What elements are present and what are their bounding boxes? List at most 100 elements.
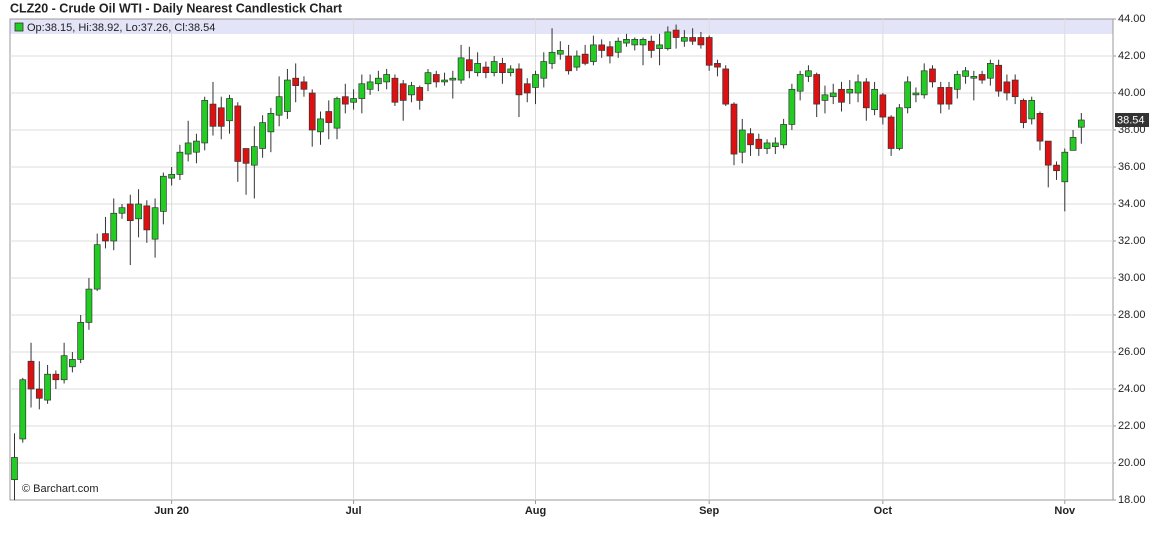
x-tick-label: Aug xyxy=(525,505,546,517)
candle-body xyxy=(606,46,614,57)
candle-body xyxy=(126,203,134,221)
candle-body xyxy=(697,37,705,46)
candle-body xyxy=(548,51,556,64)
x-tick-label: Jul xyxy=(346,505,362,517)
candle-body xyxy=(846,88,854,94)
candle-body xyxy=(590,44,597,62)
candle-body xyxy=(970,75,978,79)
candle-body xyxy=(77,322,85,360)
candle-body xyxy=(375,77,382,85)
candle-body xyxy=(383,74,390,83)
candle-body xyxy=(432,74,440,83)
candle-body xyxy=(623,38,630,44)
candle-body xyxy=(267,112,275,133)
candle-body xyxy=(184,142,192,155)
y-tick-label: 34.00 xyxy=(1118,198,1146,210)
candle-body xyxy=(763,142,771,149)
candle-body xyxy=(929,68,936,83)
candle-body xyxy=(201,100,209,144)
y-tick-label: 36.00 xyxy=(1118,161,1146,173)
candle-body xyxy=(937,87,945,105)
candle-body xyxy=(358,83,366,99)
candle-body xyxy=(366,81,374,90)
candle-body xyxy=(714,63,721,68)
candle-body xyxy=(788,88,796,125)
last-price-box xyxy=(1115,113,1149,128)
candle-body xyxy=(556,50,564,55)
candle-body xyxy=(639,38,647,46)
legend-band xyxy=(10,19,1113,34)
candle-body xyxy=(771,142,779,147)
candle-body xyxy=(11,457,18,481)
candle-body xyxy=(1028,100,1036,120)
candle-body xyxy=(466,59,473,72)
candle-body xyxy=(730,103,738,155)
candle-body xyxy=(424,72,432,85)
candle-body xyxy=(507,68,515,73)
y-tick-label: 24.00 xyxy=(1118,383,1146,395)
x-tick-label: Jun 20 xyxy=(154,505,189,517)
candle-body xyxy=(962,70,969,77)
candle-body xyxy=(118,207,126,214)
candle-body xyxy=(705,37,713,66)
candle-body xyxy=(482,66,490,73)
candle-body xyxy=(490,61,498,73)
candle-body xyxy=(738,129,746,153)
candle-body xyxy=(681,37,688,42)
candle-body xyxy=(647,40,655,51)
candle-body xyxy=(664,31,672,49)
candle-body xyxy=(904,81,912,109)
candle-body xyxy=(805,70,812,77)
y-tick-label: 32.00 xyxy=(1118,235,1146,247)
candle-body xyxy=(995,64,1002,92)
candle-body xyxy=(341,96,349,105)
last-price-label: 38.54 xyxy=(1117,114,1145,126)
x-tick-label: Nov xyxy=(1054,505,1076,517)
candle-body xyxy=(780,124,787,146)
candle-body xyxy=(441,79,448,83)
candle-body xyxy=(325,111,333,123)
y-tick-label: 18.00 xyxy=(1118,494,1146,506)
candle-body xyxy=(168,174,175,179)
candle-body xyxy=(449,77,457,81)
candle-body xyxy=(1020,100,1027,123)
candle-body xyxy=(672,29,680,38)
watermark: © Barchart.com xyxy=(22,483,99,495)
candle-body xyxy=(60,355,68,381)
candle-body xyxy=(879,94,887,118)
candle-body xyxy=(1061,151,1069,183)
candle-body xyxy=(565,55,572,72)
candle-body xyxy=(27,360,35,390)
y-tick-label: 22.00 xyxy=(1118,420,1146,432)
legend-text: Op:38.15, Hi:38.92, Lo:37.26, Cl:38.54 xyxy=(27,22,215,34)
candle-body xyxy=(813,74,821,105)
candle-body xyxy=(829,92,837,98)
y-tick-label: 44.00 xyxy=(1118,13,1146,25)
candle-body xyxy=(1044,140,1052,166)
candle-body xyxy=(110,212,118,242)
candle-body xyxy=(747,133,754,146)
candle-body xyxy=(1036,112,1044,142)
candle-body xyxy=(920,70,928,96)
candle-body xyxy=(408,85,415,96)
candle-body xyxy=(614,40,622,53)
candle-body xyxy=(102,233,109,242)
candle-body xyxy=(722,68,730,105)
candle-body xyxy=(887,116,895,149)
candle-body xyxy=(300,81,308,90)
candle-body xyxy=(284,79,291,112)
candle-body xyxy=(399,83,407,101)
candle-body xyxy=(217,107,225,127)
candle-body xyxy=(226,98,233,122)
candle-body xyxy=(52,373,60,381)
candle-body xyxy=(44,373,51,401)
legend-swatch xyxy=(14,22,24,32)
candle-body xyxy=(1003,81,1011,94)
candle-body xyxy=(350,98,357,103)
candle-body xyxy=(821,94,829,101)
candle-body xyxy=(160,175,167,212)
candle-body xyxy=(515,68,523,96)
candle-body xyxy=(912,92,920,96)
plot-frame xyxy=(9,18,1114,501)
